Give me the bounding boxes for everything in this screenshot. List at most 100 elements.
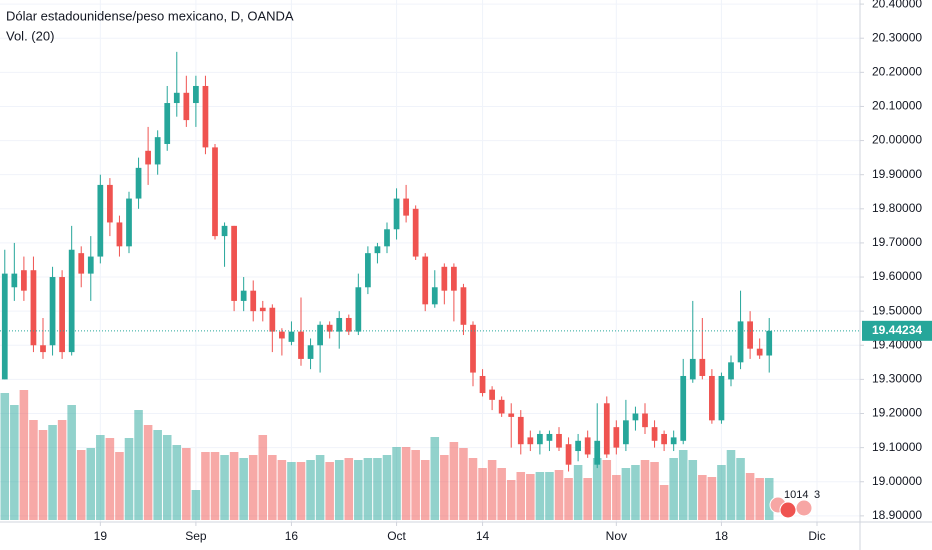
event-badges: 1014 3 xyxy=(769,489,820,519)
candle-body xyxy=(317,324,323,346)
candle-body xyxy=(336,317,343,332)
candle-body xyxy=(479,375,486,394)
chart-title: Dólar estadounidense/peso mexicano, D, O… xyxy=(6,8,294,23)
volume-bar xyxy=(688,460,698,520)
volume-bar xyxy=(48,425,57,520)
volume-bar xyxy=(497,468,506,520)
volume-bar xyxy=(239,458,248,520)
y-tick-label: 19.00000 xyxy=(872,474,922,488)
volume-bar xyxy=(678,450,688,520)
volume-bar xyxy=(612,475,621,520)
candle-body xyxy=(603,403,610,455)
candles xyxy=(0,51,860,472)
volume-bar xyxy=(105,438,115,520)
candle-body xyxy=(365,253,371,288)
y-tick-label: 19.30000 xyxy=(872,372,922,386)
candle-body xyxy=(87,256,94,274)
x-tick-label: Oct xyxy=(387,529,406,543)
candle-body xyxy=(556,433,562,448)
volume-bar xyxy=(76,450,86,520)
candle-body xyxy=(231,225,237,301)
volume-bar xyxy=(248,455,258,520)
candle-body xyxy=(393,198,400,230)
candle-body xyxy=(546,433,553,441)
volume-bar xyxy=(373,458,382,520)
candle-body xyxy=(279,331,285,339)
grid xyxy=(0,0,860,522)
candle-body xyxy=(173,92,180,104)
volume-bar xyxy=(220,455,229,520)
candle-body xyxy=(498,399,505,414)
volume-bar xyxy=(506,480,516,520)
candle-body xyxy=(30,270,37,346)
volume-bar xyxy=(363,458,373,520)
candle-body xyxy=(307,345,314,359)
volume-bar xyxy=(659,485,669,520)
candle-body xyxy=(718,375,725,421)
volume-bar xyxy=(545,472,554,520)
y-tick-label: 19.70000 xyxy=(872,235,922,249)
candle-body xyxy=(661,433,667,445)
candle-body xyxy=(345,317,352,332)
candle-body xyxy=(680,375,687,441)
y-tick-label: 20.00000 xyxy=(872,133,922,147)
volume-bar xyxy=(115,452,124,520)
y-tick-label: 20.10000 xyxy=(872,99,922,113)
candle-body xyxy=(651,427,658,441)
volume-bar xyxy=(717,465,726,520)
candle-body xyxy=(632,413,639,421)
volume-bar xyxy=(182,448,191,520)
volume-bar xyxy=(583,478,592,520)
event-icon[interactable] xyxy=(795,499,813,517)
event-count[interactable]: 1014 xyxy=(784,489,808,501)
event-count[interactable]: 3 xyxy=(814,489,820,501)
volume-bar xyxy=(134,410,143,520)
candle-body xyxy=(517,416,524,445)
volume-bar xyxy=(621,468,631,520)
candle-body xyxy=(21,270,27,291)
volume-bar xyxy=(478,468,487,520)
volume-bar xyxy=(564,478,573,520)
candle-body xyxy=(737,321,744,363)
candle-body xyxy=(135,167,142,199)
x-tick-label: 14 xyxy=(476,529,490,543)
candle-body xyxy=(489,389,495,400)
volume-bar xyxy=(411,450,420,520)
y-tick-label: 19.50000 xyxy=(872,303,922,317)
candle-body xyxy=(49,277,56,346)
volume-bar xyxy=(0,393,10,520)
candle-body xyxy=(642,413,648,428)
candle-body xyxy=(709,375,715,421)
event-icon[interactable] xyxy=(779,501,797,519)
candle-body xyxy=(441,266,448,291)
volume-pane xyxy=(0,390,774,520)
candle-body xyxy=(508,413,515,417)
candle-body xyxy=(355,287,362,332)
y-tick-label: 19.90000 xyxy=(872,167,922,181)
candle-body xyxy=(1,273,8,380)
candle-body xyxy=(374,246,381,254)
volume-bar xyxy=(707,477,717,520)
candle-body xyxy=(164,103,171,144)
volume-bar xyxy=(698,475,707,520)
volume-bar xyxy=(459,448,468,520)
candle-body xyxy=(460,287,467,325)
volume-bar xyxy=(191,490,201,520)
y-tick-label: 19.40000 xyxy=(872,337,922,351)
volume-bar xyxy=(401,447,411,520)
volume-bar xyxy=(19,390,29,520)
volume-bar xyxy=(229,452,239,520)
candle-body xyxy=(11,273,18,288)
candle-body xyxy=(193,85,199,104)
candle-body xyxy=(40,345,46,353)
candle-body xyxy=(422,256,429,305)
candle-body xyxy=(78,253,85,274)
candle-body xyxy=(470,324,476,373)
volume-bar xyxy=(573,465,583,520)
volume-bar xyxy=(430,437,440,520)
candle-body xyxy=(575,440,581,452)
volume-bar xyxy=(57,420,67,520)
volume-bar xyxy=(650,462,659,520)
volume-bar xyxy=(764,478,774,520)
volume-bar xyxy=(172,445,182,520)
